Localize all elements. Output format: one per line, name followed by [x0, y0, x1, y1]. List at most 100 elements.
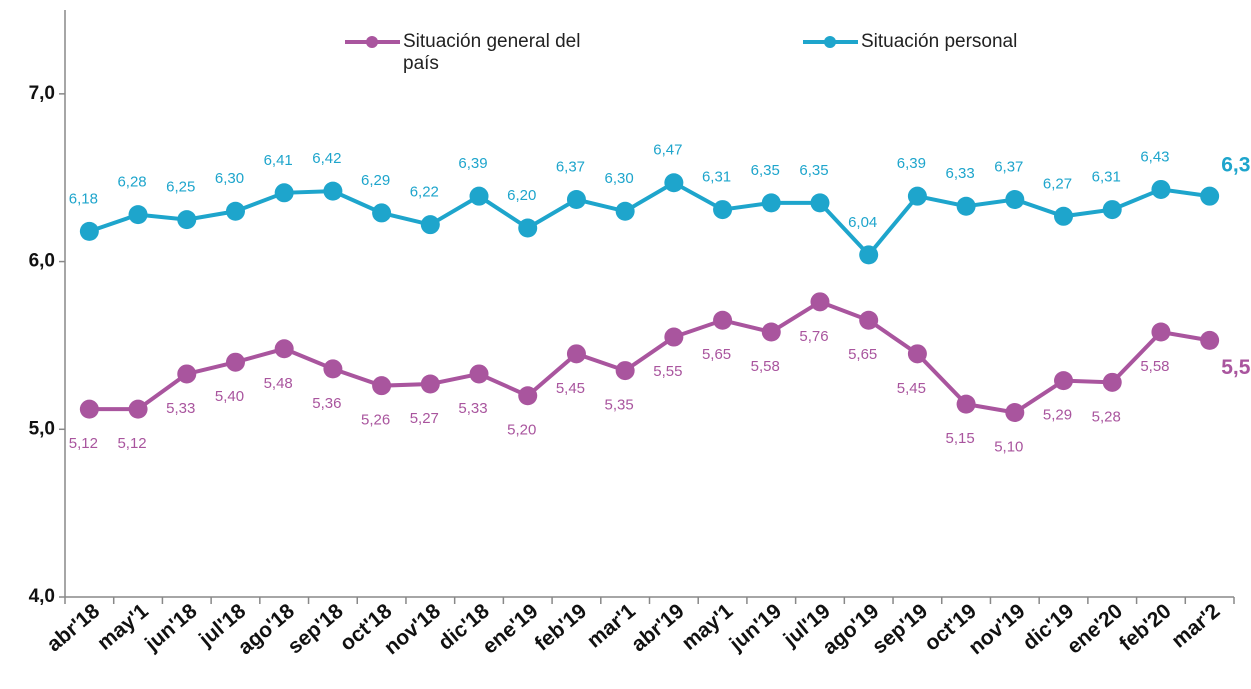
legend-label: Situación personal [861, 31, 1018, 52]
data-point [128, 205, 148, 225]
data-label: 5,12 [117, 435, 146, 452]
x-tick-label: sep'18 [283, 599, 347, 658]
data-label: 5,27 [410, 410, 439, 427]
data-point [469, 364, 489, 384]
data-point [907, 186, 927, 206]
data-label: 5,58 [751, 358, 780, 375]
data-point [1102, 200, 1122, 220]
y-tick-label: 4,0 [29, 586, 55, 607]
data-label: 5,55 [653, 363, 682, 380]
data-point [859, 310, 879, 330]
x-tick-label: mar'2 [1167, 599, 1224, 652]
data-point [372, 203, 392, 223]
x-tick-label: ago'19 [818, 599, 883, 659]
data-point [1200, 186, 1220, 206]
data-label: 5,58 [1140, 358, 1169, 375]
x-tick-label: abr'19 [627, 599, 689, 656]
data-label: 6,25 [166, 179, 195, 196]
data-point [566, 190, 586, 210]
data-label: 5,15 [946, 430, 975, 447]
x-tick-label: nov'19 [964, 599, 1029, 659]
data-label: 5,10 [994, 438, 1023, 455]
data-label: 5,28 [1092, 408, 1121, 425]
data-point [469, 186, 489, 206]
data-point [1102, 372, 1122, 392]
data-label: 5,45 [556, 380, 585, 397]
data-point [323, 181, 343, 201]
data-point [956, 196, 976, 216]
data-point [177, 364, 197, 384]
data-point [664, 173, 684, 193]
legend-label: Situación general del país [403, 31, 581, 74]
data-point [79, 399, 99, 419]
data-label: 6,20 [507, 187, 536, 204]
data-label: 5,65 [702, 346, 731, 363]
data-point [177, 210, 197, 230]
data-label: 5,40 [215, 388, 244, 405]
x-tick-label: feb'20 [1115, 599, 1176, 655]
x-tick-label: may'1 [93, 599, 153, 655]
data-label: 6,22 [410, 184, 439, 201]
data-label: 5,45 [897, 380, 926, 397]
x-tick-label: may'1 [678, 599, 738, 655]
data-point [225, 352, 245, 372]
data-label: 5,33 [458, 400, 487, 417]
data-label: 5,65 [848, 346, 877, 363]
data-label: 5,76 [799, 328, 828, 345]
data-label: 6,41 [264, 152, 293, 169]
data-point [615, 361, 635, 381]
data-label: 6,28 [117, 174, 146, 191]
x-tick-label: ene'20 [1063, 599, 1127, 658]
data-label: 6,30 [215, 170, 244, 187]
data-point [225, 201, 245, 221]
series-line [89, 299, 1210, 415]
data-label: 6,37 [556, 158, 585, 175]
data-point [79, 221, 99, 241]
data-point [372, 376, 392, 396]
data-label: 6,43 [1140, 148, 1169, 165]
data-label: 6,47 [653, 142, 682, 159]
data-label: 6,18 [69, 190, 98, 207]
data-label: 6,39 [897, 155, 926, 172]
x-tick-label: ago'18 [234, 599, 299, 659]
x-tick-label: jun'18 [140, 599, 202, 656]
data-label: 6,29 [361, 172, 390, 189]
data-label: 6,30 [605, 170, 634, 187]
data-point [713, 310, 733, 330]
data-label: 6,04 [848, 214, 877, 231]
data-point [664, 327, 684, 347]
data-point [907, 344, 927, 364]
data-point [274, 183, 294, 203]
data-label: 6,27 [1043, 175, 1072, 192]
data-label: 6,37 [994, 158, 1023, 175]
data-point [615, 201, 635, 221]
legend-marker [366, 36, 378, 48]
data-label: 6,33 [946, 165, 975, 182]
data-label: 5,53 [1221, 356, 1251, 379]
data-label: 5,26 [361, 412, 390, 429]
data-label: 5,48 [264, 375, 293, 392]
data-point [859, 245, 879, 265]
data-label: 6,31 [1092, 169, 1121, 186]
data-point [1151, 322, 1171, 342]
x-tick-label: abr'18 [43, 599, 105, 656]
data-point [323, 359, 343, 379]
data-label: 5,35 [605, 397, 634, 414]
data-point [810, 193, 830, 213]
data-point [128, 399, 148, 419]
data-label: 5,29 [1043, 407, 1072, 424]
x-tick-label: sep'19 [868, 599, 932, 658]
data-label: 5,33 [166, 400, 195, 417]
x-tick-label: nov'18 [380, 599, 445, 659]
data-label: 6,35 [799, 162, 828, 179]
data-point [518, 218, 538, 238]
x-tick-label: feb'19 [531, 599, 592, 655]
data-point [713, 200, 733, 220]
data-point [1005, 190, 1025, 210]
data-point [420, 215, 440, 235]
data-point [956, 394, 976, 414]
data-label: 5,20 [507, 422, 536, 439]
data-label: 5,12 [69, 435, 98, 452]
data-label: 6,42 [312, 150, 341, 167]
